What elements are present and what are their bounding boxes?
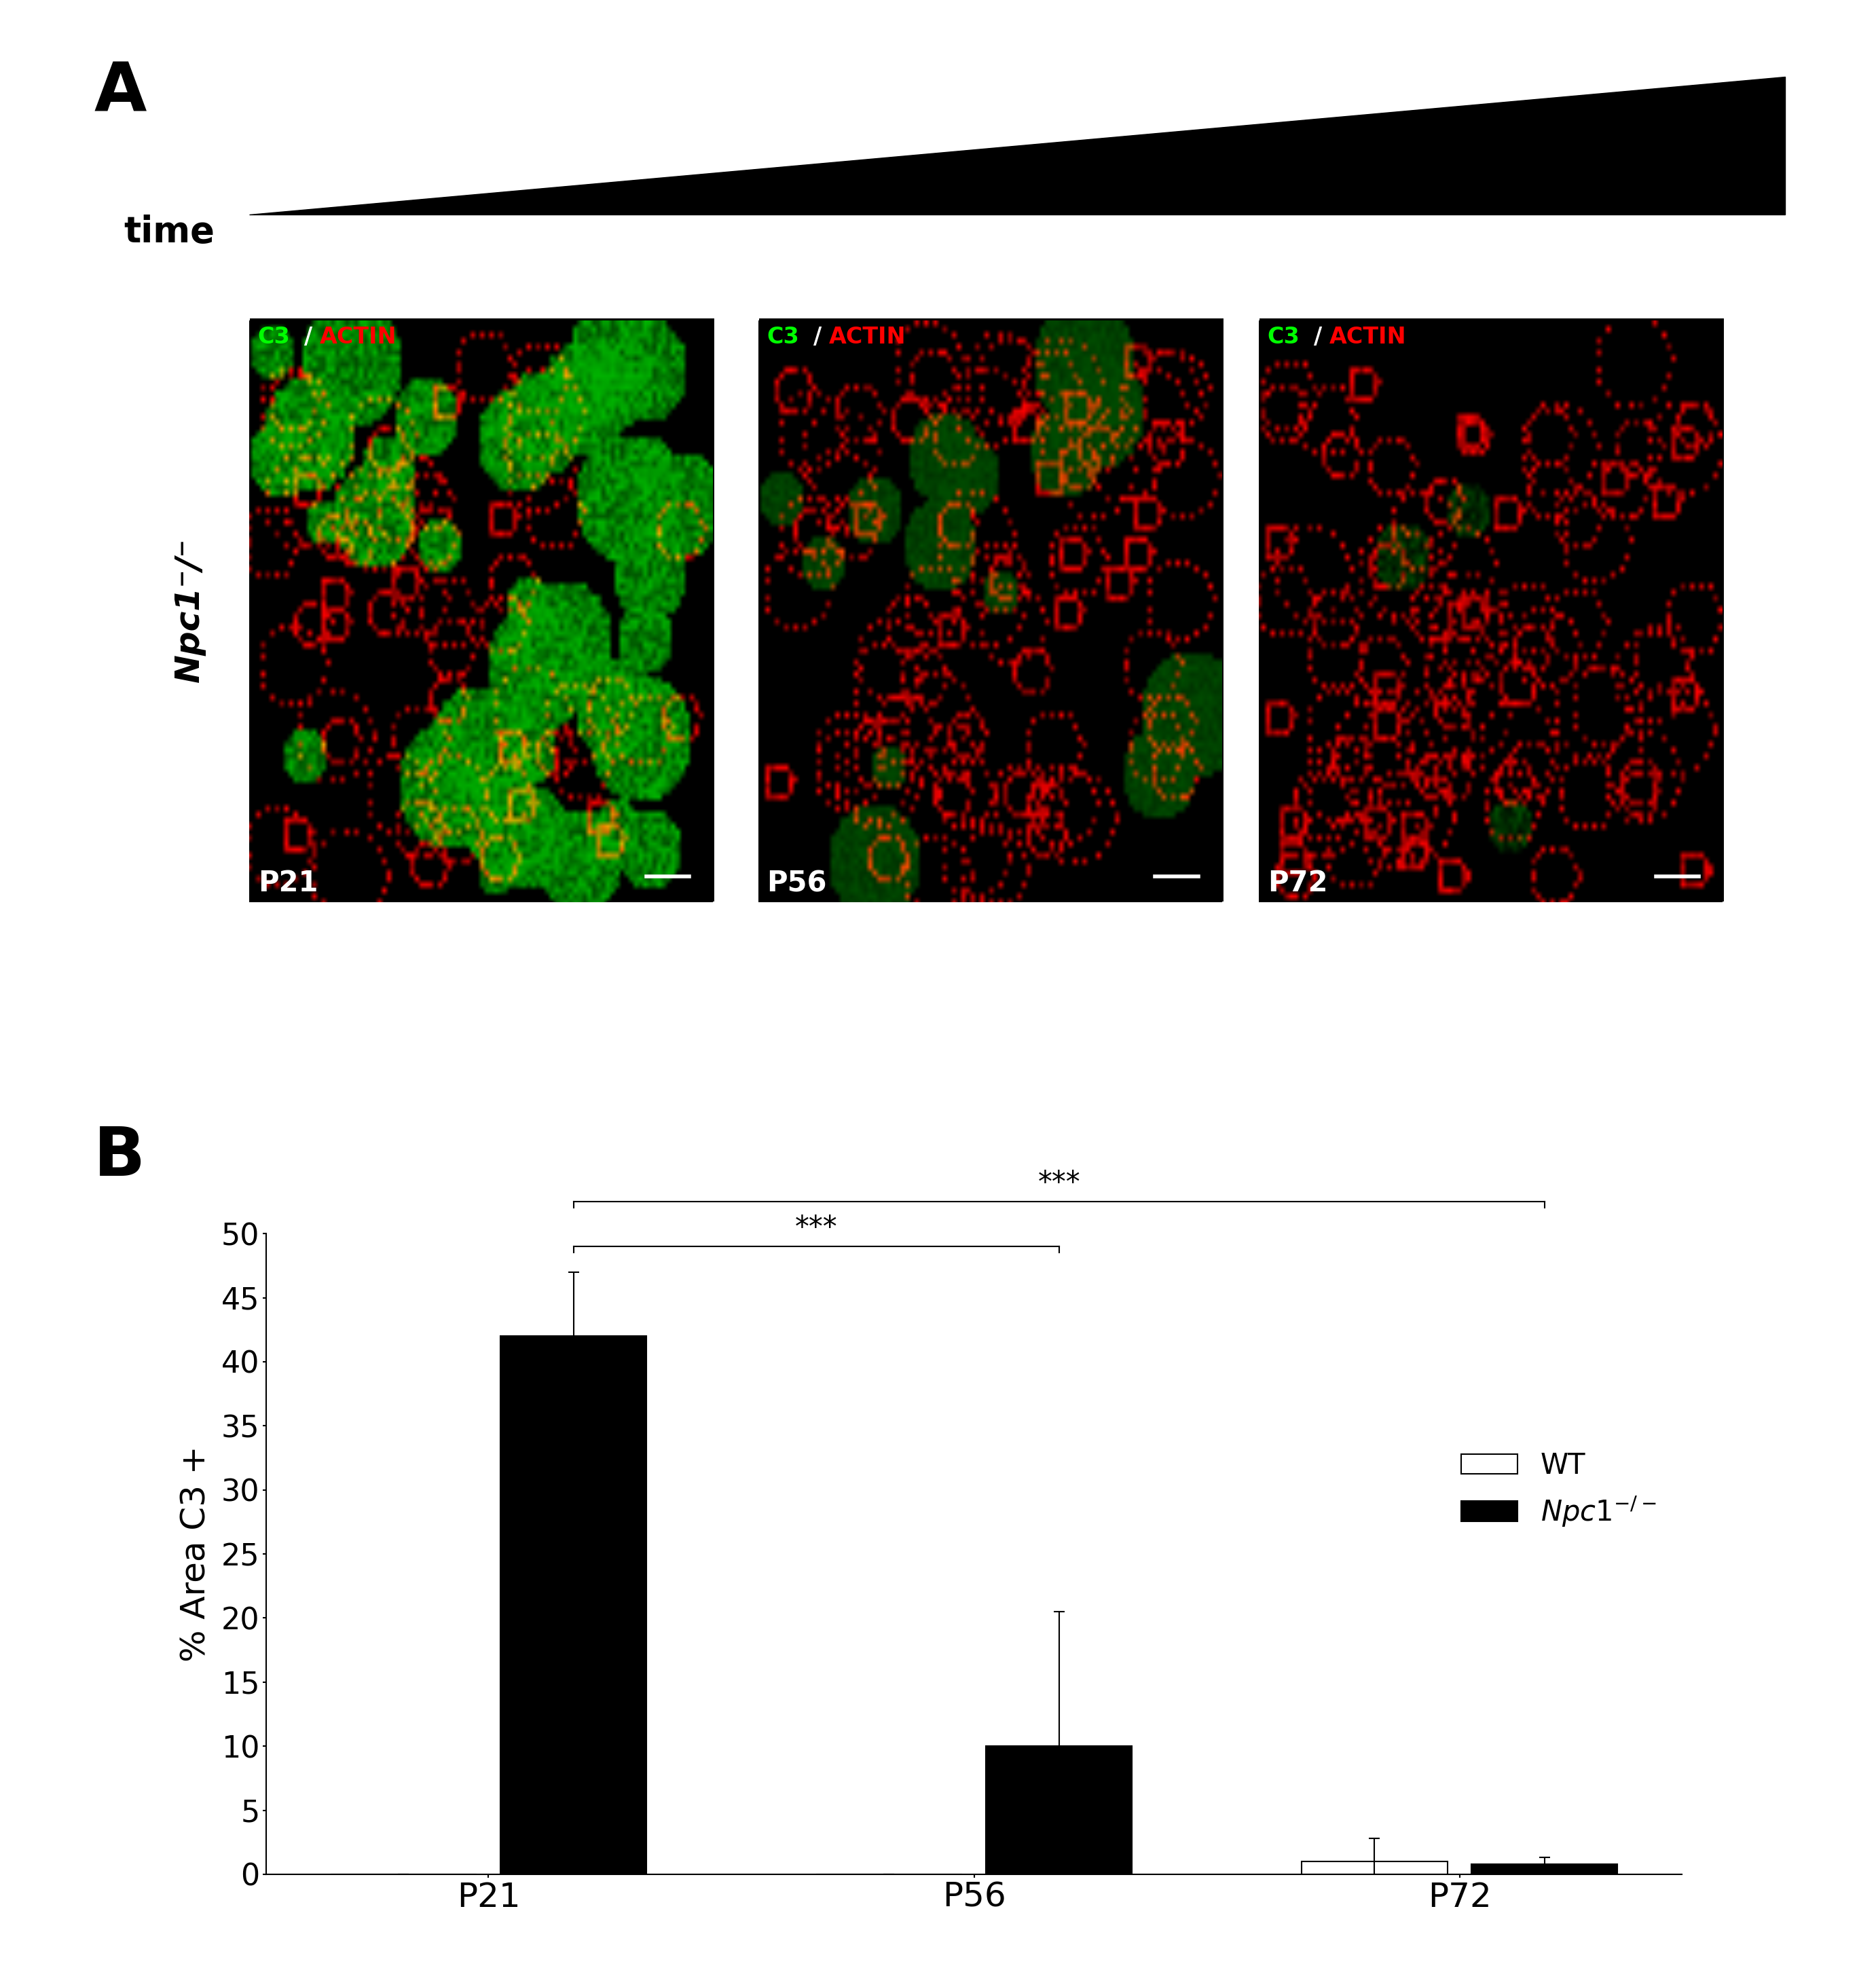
Polygon shape: [250, 77, 1786, 214]
Text: /: /: [814, 326, 822, 349]
Text: ACTIN: ACTIN: [321, 326, 398, 349]
FancyBboxPatch shape: [758, 318, 1225, 901]
Text: /: /: [1313, 326, 1323, 349]
Text: /: /: [304, 326, 313, 349]
Text: B: B: [94, 1124, 146, 1191]
FancyBboxPatch shape: [250, 318, 715, 901]
Text: Npc1⁻/⁻: Npc1⁻/⁻: [173, 538, 206, 683]
Text: A: A: [94, 60, 146, 125]
Text: C3: C3: [257, 326, 291, 349]
Text: P21: P21: [257, 869, 317, 897]
FancyBboxPatch shape: [1259, 318, 1724, 901]
Text: ACTIN: ACTIN: [829, 326, 906, 349]
Text: C3: C3: [1268, 326, 1300, 349]
Text: P72: P72: [1268, 869, 1328, 897]
Text: ACTIN: ACTIN: [1330, 326, 1407, 349]
Text: C3: C3: [767, 326, 799, 349]
Text: time: time: [124, 214, 214, 250]
Text: P56: P56: [767, 869, 827, 897]
